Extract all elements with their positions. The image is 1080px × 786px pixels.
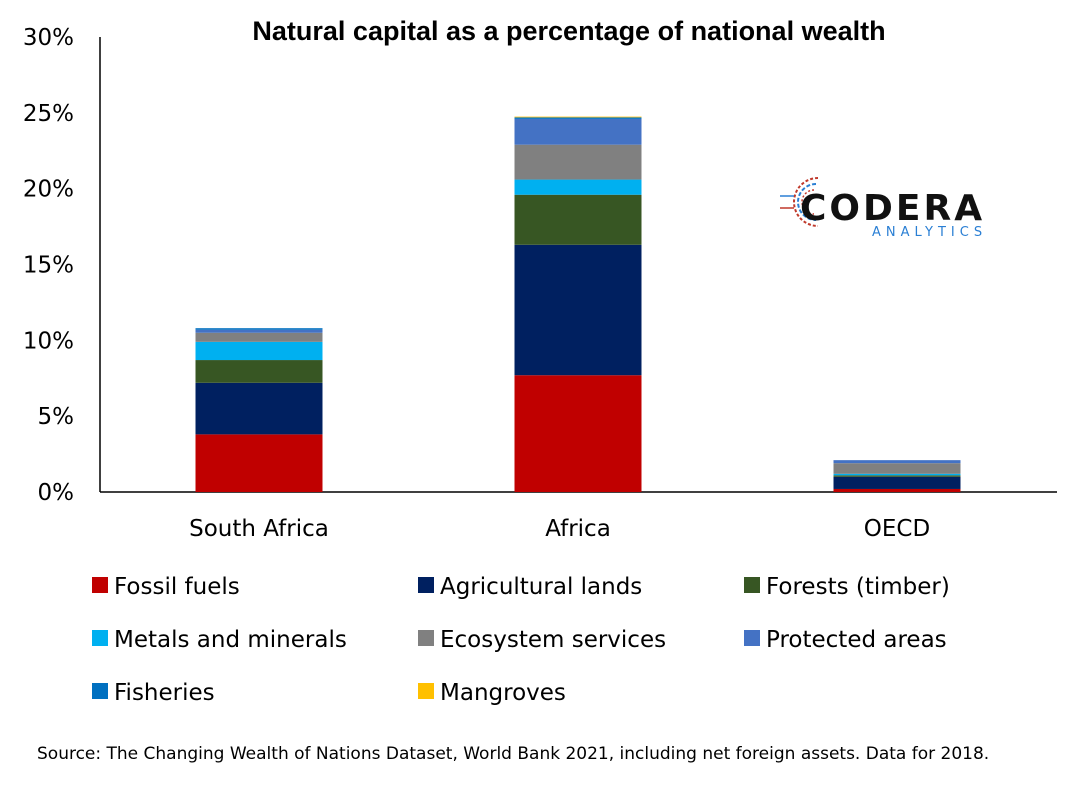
- y-tick-label: 15%: [23, 253, 74, 279]
- legend-swatch: [744, 577, 760, 593]
- y-tick-label: 20%: [23, 177, 74, 203]
- bar-segment-africa-protected-areas: [514, 118, 642, 145]
- bar-segment-oecd-fossil-fuels: [833, 488, 961, 492]
- bar-segment-oecd-ecosystem-services: [833, 463, 961, 474]
- chart-title: Natural capital as a percentage of natio…: [252, 16, 885, 46]
- bar-segment-south-africa-forests-timber: [195, 360, 323, 383]
- bar-segment-oecd-metals-and-minerals: [833, 473, 961, 476]
- legend-swatch: [744, 630, 760, 646]
- legend-swatch: [418, 577, 434, 593]
- bar-segment-south-africa-fossil-fuels: [195, 434, 323, 492]
- bar-segment-south-africa-agricultural-lands: [195, 382, 323, 435]
- legend-label: Protected areas: [766, 627, 947, 653]
- x-category-label: OECD: [864, 516, 930, 542]
- bar-segment-africa-forests-timber: [514, 194, 642, 245]
- y-tick-label: 10%: [23, 328, 74, 354]
- legend: Fossil fuels Agricultural lands Forests (t…: [92, 574, 950, 706]
- bar-segment-africa-ecosystem-services: [514, 144, 642, 180]
- bar-segment-south-africa-protected-areas: [195, 329, 323, 333]
- bar-segment-oecd-agricultural-lands: [833, 476, 961, 489]
- y-tick-label: 5%: [38, 404, 75, 430]
- legend-swatch: [92, 577, 108, 593]
- legend-label: Ecosystem services: [440, 627, 666, 653]
- codera-logo: CODERA ANALYTICS: [780, 177, 987, 240]
- bar-segment-south-africa-ecosystem-services: [195, 332, 323, 342]
- bar-segment-africa-fisheries: [514, 117, 642, 119]
- bar-segment-africa-mangroves: [514, 116, 642, 118]
- legend-label: Fisheries: [114, 680, 215, 706]
- category-labels: South Africa Africa OECD: [189, 516, 930, 542]
- legend-swatch: [418, 630, 434, 646]
- source-note: Source: The Changing Wealth of Nations D…: [37, 744, 989, 764]
- bars: [195, 116, 961, 492]
- logo-name: CODERA: [800, 188, 985, 229]
- bar-segment-south-africa-metals-and-minerals: [195, 341, 323, 361]
- bar-segment-oecd-protected-areas: [833, 460, 961, 464]
- legend-label: Fossil fuels: [114, 574, 240, 600]
- legend-label: Mangroves: [440, 680, 566, 706]
- logo-subtitle: ANALYTICS: [872, 225, 987, 240]
- y-tick-label: 25%: [23, 101, 74, 127]
- bar-segment-oecd-forests-timber: [833, 475, 961, 477]
- legend-swatch: [92, 683, 108, 699]
- bar-segment-africa-fossil-fuels: [514, 375, 642, 492]
- bar-segment-south-africa-fisheries: [195, 328, 323, 330]
- legend-label: Forests (timber): [766, 574, 950, 600]
- legend-label: Agricultural lands: [440, 574, 642, 600]
- y-tick-labels: 0% 5% 10% 15% 20% 25% 30%: [23, 25, 74, 506]
- legend-swatch: [92, 630, 108, 646]
- y-tick-label: 0%: [38, 480, 75, 506]
- legend-swatch: [418, 683, 434, 699]
- y-tick-label: 30%: [23, 25, 74, 51]
- x-category-label: South Africa: [189, 516, 329, 542]
- x-category-label: Africa: [545, 516, 611, 542]
- bar-segment-africa-agricultural-lands: [514, 244, 642, 376]
- legend-label: Metals and minerals: [114, 627, 347, 653]
- bar-segment-africa-metals-and-minerals: [514, 179, 642, 195]
- codera-logo-mark: [780, 177, 819, 227]
